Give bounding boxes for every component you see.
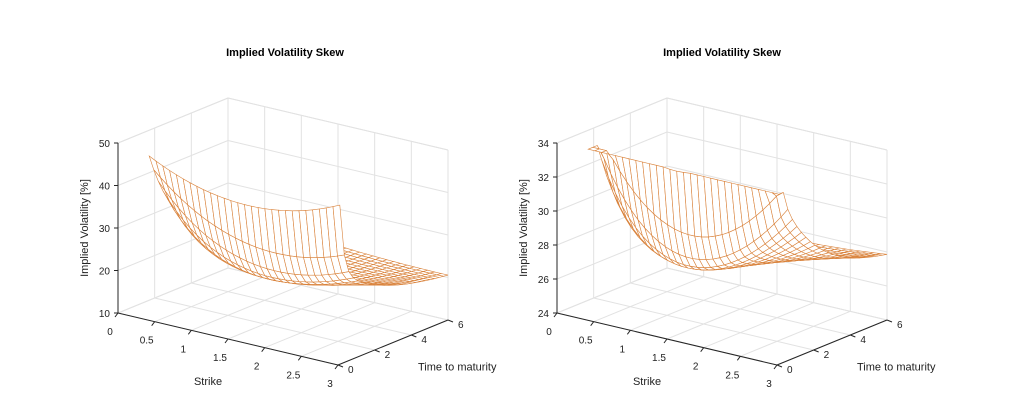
x-tick-label: 0.5 [140,336,154,347]
x-tick-label: 2 [254,362,260,373]
y-tick-label: 2 [824,350,830,361]
grid-line [117,97,229,144]
y-tick-mark [337,364,344,368]
y-axis-line [337,319,449,366]
z-tick-label: 30 [538,207,550,218]
z-tick-label: 40 [99,182,111,193]
x-tick-mark [700,347,705,352]
x-tick-label: 0 [546,327,552,338]
y-tick-label: 4 [860,335,866,346]
grid-line [227,293,339,340]
y-tick-mark [776,364,783,368]
x-tick-label: 0 [107,327,113,338]
y-tick-mark [447,319,454,323]
chart-2: 00.511.522.530246242628303234StrikeTime … [518,47,936,390]
grid-line [556,97,668,144]
x-tick-label: 1.5 [652,353,666,364]
y-axis-line [776,319,888,366]
y-tick-label: 6 [897,320,903,331]
grid-line [593,297,814,351]
grid-line [630,282,851,336]
y-tick-mark [813,349,819,353]
y-tick-label: 6 [458,320,464,331]
x-axis-label: Strike [194,376,222,388]
x-tick-mark [626,330,631,335]
chart-title: Implied Volatility Skew [226,47,344,59]
x-tick-mark [297,356,302,361]
y-tick-label: 0 [348,365,354,376]
grid-line [666,97,888,151]
x-tick-label: 3 [327,379,333,390]
z-axis-label: Implied Volatility [%] [79,179,91,277]
grid-line [666,131,888,185]
grid-line [666,267,888,321]
grid-line [227,140,449,193]
grid-line [117,140,229,186]
y-tick-label: 0 [787,365,793,376]
x-tick-mark [553,312,558,318]
z-tick-label: 26 [538,275,550,286]
x-tick-label: 1.5 [213,353,227,364]
grid-line [154,276,265,323]
x-tick-mark [114,312,119,318]
grid-line [227,97,449,151]
y-tick-label: 2 [385,350,391,361]
y-tick-mark [850,334,856,338]
z-axis-label: Implied Volatility [%] [518,179,530,277]
y-axis-label: Time to maturity [857,362,936,374]
grid-line [703,302,814,349]
z-tick-label: 30 [99,224,111,235]
grid-line [556,267,668,314]
x-axis-label: Strike [633,376,661,388]
z-tick-label: 34 [538,139,550,150]
surface-mesh [148,155,449,286]
x-tick-mark [736,356,741,361]
z-tick-label: 50 [99,139,111,150]
grid-line [630,284,741,331]
y-tick-mark [411,334,417,338]
x-tick-mark [590,321,595,326]
z-tick-label: 28 [538,241,550,252]
grid-line [191,284,302,331]
x-tick-label: 2.5 [286,370,300,381]
grid-line [666,165,888,219]
x-tick-label: 3 [766,379,772,390]
grid-line [117,267,229,314]
y-tick-mark [374,349,380,353]
x-tick-label: 1 [620,344,626,355]
x-tick-mark [224,338,229,344]
x-tick-mark [773,364,778,370]
x-tick-label: 0.5 [579,336,593,347]
y-tick-label: 4 [421,335,427,346]
surface-mesh [587,145,888,271]
x-tick-mark [187,330,192,335]
z-tick-label: 32 [538,173,550,184]
surface-patch [332,204,345,257]
x-tick-mark [151,321,156,326]
grid-line [666,293,778,340]
chart-title: Implied Volatility Skew [663,47,781,59]
grid-line [593,276,704,323]
grid-line [154,297,375,351]
z-tick-label: 10 [99,309,111,320]
y-axis-label: Time to maturity [418,362,497,374]
surface-patch [771,192,784,197]
grid-line [191,282,412,336]
x-tick-label: 2 [693,362,699,373]
z-tick-label: 20 [99,267,111,278]
x-tick-label: 2.5 [725,370,739,381]
grid-line [740,310,851,357]
x-tick-mark [261,347,266,352]
x-tick-mark [334,364,339,370]
z-tick-label: 24 [538,309,550,320]
grid-line [264,302,375,349]
x-tick-label: 1 [181,344,187,355]
x-tick-mark [663,338,668,344]
y-tick-mark [886,319,893,323]
grid-line [301,310,412,357]
